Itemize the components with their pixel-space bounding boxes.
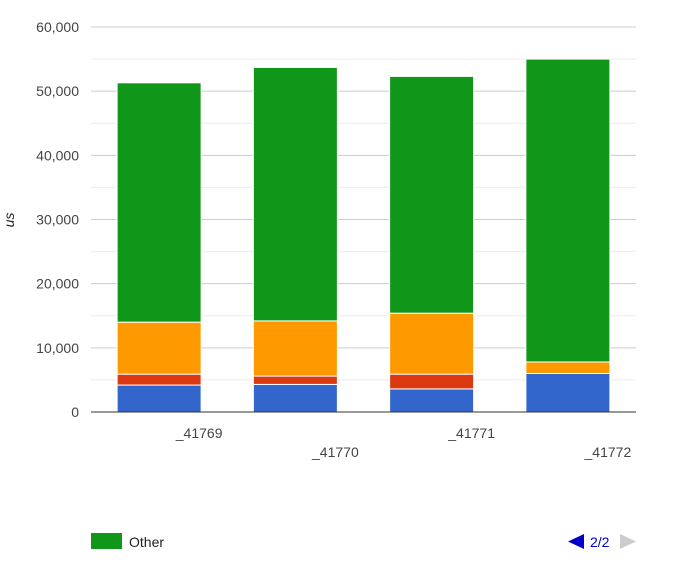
y-tick-label: 60,000 [36, 19, 79, 35]
y-tick-label: 40,000 [36, 147, 79, 163]
y-tick-label: 50,000 [36, 83, 79, 99]
x-category-label: _41770 [311, 444, 359, 460]
legend-pager: 2/2 [568, 534, 636, 550]
bar-segment-4-4[interactable] [525, 58, 611, 363]
pager-prev-icon[interactable] [568, 534, 584, 549]
bar-segment-3-2[interactable] [389, 373, 475, 390]
bar-segment-4-1[interactable] [525, 373, 611, 413]
legend-swatch-other [91, 533, 122, 549]
bar-segment-4-3[interactable] [525, 361, 611, 375]
bar-segment-2-4[interactable] [252, 66, 338, 322]
bar-segment-2-3[interactable] [252, 320, 338, 377]
bar-segment-1-4[interactable] [116, 82, 202, 323]
bar-segment-2-2[interactable] [252, 375, 338, 385]
x-category-label: _41772 [584, 444, 632, 460]
bar-segment-1-3[interactable] [116, 321, 202, 375]
bar-segment-3-3[interactable] [389, 312, 475, 375]
y-axis-ticks: 0 10,000 20,000 30,000 40,000 50,000 60,000 [36, 19, 79, 420]
y-tick-label: 20,000 [36, 276, 79, 292]
legend-label-other: Other [129, 534, 164, 550]
bars [116, 58, 611, 413]
bar-segment-3-1[interactable] [389, 388, 475, 413]
y-tick-label: 30,000 [36, 212, 79, 228]
bar-segment-3-4[interactable] [389, 75, 475, 314]
x-category-label: _41771 [447, 425, 495, 441]
x-category-label: _41769 [175, 425, 223, 441]
y-tick-label: 10,000 [36, 340, 79, 356]
y-axis-title: us [1, 213, 17, 228]
pager-label: 2/2 [590, 534, 610, 550]
bar-segment-2-1[interactable] [252, 383, 338, 413]
legend: Other [91, 533, 164, 550]
bar-segment-1-2[interactable] [116, 373, 202, 386]
x-axis-labels: _41769 _41770 _41771 _41772 [175, 425, 632, 460]
bar-segment-1-1[interactable] [116, 384, 202, 413]
pager-next-icon[interactable] [620, 534, 636, 549]
y-tick-label: 0 [71, 404, 79, 420]
